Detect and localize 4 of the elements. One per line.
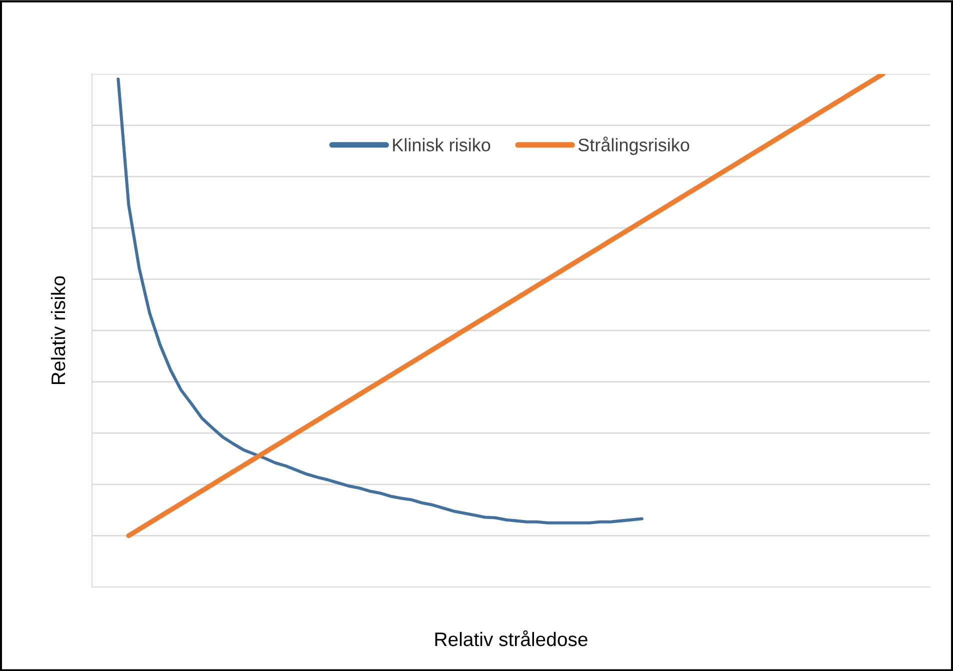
- legend-label: Strålingsrisiko: [578, 136, 690, 155]
- x-axis-title: Relativ stråledose: [435, 630, 588, 646]
- legend-label: Klinisk risiko: [393, 138, 490, 152]
- y-axis-title: Relativ risiko: [50, 276, 66, 384]
